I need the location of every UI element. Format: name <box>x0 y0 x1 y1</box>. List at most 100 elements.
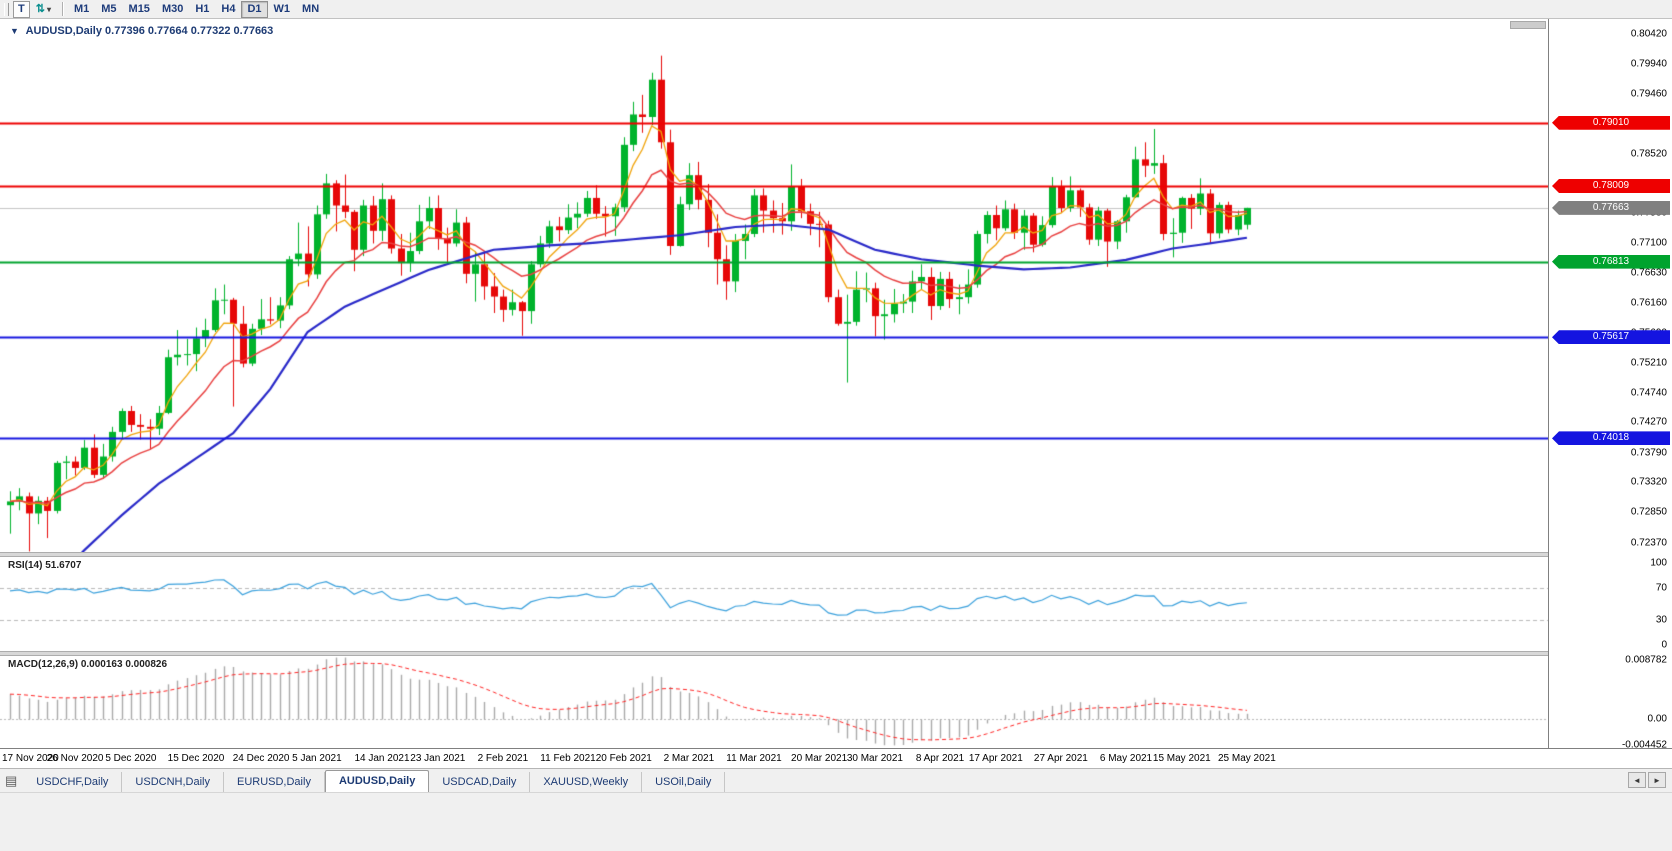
timeframe-h4-button[interactable]: H4 <box>215 1 241 18</box>
price-tick-label: 0.77100 <box>1630 237 1667 249</box>
chart-type-button[interactable]: T <box>13 0 30 18</box>
timeframe-w1-button[interactable]: W1 <box>268 1 297 18</box>
toolbar-separator <box>61 2 63 16</box>
tab-audusd[interactable]: AUDUSD,Daily <box>324 770 430 792</box>
timeframe-mn-button[interactable]: MN <box>296 1 325 18</box>
date-tick-label: 24 Dec 2020 <box>232 753 290 764</box>
date-tick-label: 17 Apr 2021 <box>968 753 1023 764</box>
ohlc-low: 0.77322 <box>190 25 231 37</box>
tab-usdcad[interactable]: USDCAD,Daily <box>429 772 531 792</box>
support-price-tag-2: 0.75617 <box>1552 330 1670 345</box>
symbol-list-icon[interactable]: ▤ <box>5 773 18 788</box>
macd-panel-title: MACD(12,26,9) 0.000163 0.000826 <box>8 659 167 670</box>
price-tick-label: 0.78520 <box>1630 148 1667 160</box>
ohlc-open: 0.77396 <box>105 25 145 37</box>
tab-scroll-right-button[interactable]: ► <box>1648 772 1666 788</box>
ohlc-close: 0.77663 <box>233 25 274 37</box>
macd-label: MACD(12,26,9) <box>8 659 79 670</box>
macd-value-main: 0.000163 <box>80 659 123 670</box>
tab-xauusd[interactable]: XAUUSD,Weekly <box>530 772 643 792</box>
timeframe-m5-button[interactable]: M5 <box>95 1 122 18</box>
timeframe-h1-button[interactable]: H1 <box>189 1 215 18</box>
price-tick-label: 0.72370 <box>1630 537 1667 549</box>
date-tick-label: 2 Feb 2021 <box>477 753 529 764</box>
date-tick-label: 14 Jan 2021 <box>354 753 410 764</box>
date-tick-label: 25 May 2021 <box>1217 753 1276 764</box>
arrows-icon: ⇅ <box>35 2 45 15</box>
price-tick-label: 0.74740 <box>1630 387 1667 399</box>
current-price-tag: 0.77663 <box>1552 200 1670 215</box>
support-price-tag-3: 0.74018 <box>1552 431 1670 446</box>
rsi-scale-label: 30 <box>1655 614 1667 626</box>
rsi-panel-title: RSI(14) 51.6707 <box>8 560 81 571</box>
rsi-scale-label: 100 <box>1650 557 1667 569</box>
price-tick-label: 0.76160 <box>1630 297 1667 309</box>
tab-usdchf[interactable]: USDCHF,Daily <box>23 772 123 792</box>
price-tick-label: 0.80420 <box>1630 28 1667 40</box>
symbol-period-label: AUDUSD,Daily <box>25 25 102 37</box>
timeframe-m1-button[interactable]: M1 <box>68 1 95 18</box>
price-tick-label: 0.76630 <box>1630 267 1667 279</box>
timeframe-d1-button[interactable]: D1 <box>241 0 268 18</box>
status-filler <box>0 792 1672 851</box>
tab-usdcnh[interactable]: USDCNH,Daily <box>122 772 224 792</box>
chart-scroll-thumb[interactable] <box>1510 21 1546 29</box>
tab-scroll-controls: ◄ ► <box>1628 772 1666 788</box>
date-tick-label: 5 Jan 2021 <box>292 753 342 764</box>
date-tick-label: 2 Mar 2021 <box>663 753 715 764</box>
macd-scale-label: 0.00 <box>1647 713 1667 725</box>
tab-list: USDCHF,Daily USDCNH,Daily EURUSD,Daily AUDU… <box>23 770 726 792</box>
rsi-label: RSI(14) <box>8 560 43 571</box>
macd-scale-label: 0.008782 <box>1625 654 1667 666</box>
resistance-price-tag-1: 0.79010 <box>1552 115 1670 130</box>
resistance-price-tag-2: 0.78009 <box>1552 178 1670 193</box>
cursor-tool-button[interactable]: ⇅ ▾ <box>30 1 57 18</box>
date-axis[interactable]: 17 Nov 2020 26 Nov 2020 5 Dec 2020 15 Dec 2… <box>0 748 1672 768</box>
panel-splitter-rsi[interactable] <box>0 552 1672 557</box>
date-tick-label: 15 May 2021 <box>1152 753 1211 764</box>
timeframe-m15-button[interactable]: M15 <box>123 1 156 18</box>
macd-value-signal: 0.000826 <box>125 659 168 670</box>
rsi-value: 51.6707 <box>45 560 82 571</box>
chart-tab-bar: ▤ USDCHF,Daily USDCNH,Daily EURUSD,Daily AU… <box>0 768 1672 792</box>
date-tick-label: 26 Nov 2020 <box>46 753 104 764</box>
price-axis[interactable]: 0.804200.799400.794600.789900.785200.780… <box>1548 19 1672 768</box>
price-tick-label: 0.72850 <box>1630 506 1667 518</box>
toolbar-grip[interactable] <box>4 2 9 16</box>
timeframe-buttons: M1 M5 M15 M30 H1 H4 D1 W1 MN <box>68 0 325 18</box>
date-tick-label: 23 Jan 2021 <box>410 753 466 764</box>
price-tick-label: 0.79460 <box>1630 88 1667 100</box>
support-price-tag-1: 0.76813 <box>1552 254 1670 269</box>
tab-eurusd[interactable]: EURUSD,Daily <box>224 772 325 792</box>
date-tick-label: 8 Apr 2021 <box>915 753 965 764</box>
date-tick-label: 30 Mar 2021 <box>846 753 903 764</box>
chart-title: ▼ AUDUSD,Daily 0.77396 0.77664 0.77322 0… <box>10 25 273 37</box>
date-tick-label: 11 Mar 2021 <box>726 753 782 764</box>
macd-indicator-canvas[interactable] <box>0 656 1548 748</box>
date-tick-label: 20 Feb 2021 <box>595 753 652 764</box>
rsi-indicator-canvas[interactable] <box>0 557 1548 651</box>
ohlc-high: 0.77664 <box>147 25 188 37</box>
date-tick-label: 11 Feb 2021 <box>540 753 596 764</box>
date-tick-label: 27 Apr 2021 <box>1033 753 1088 764</box>
macd-scale-label: -0.004452 <box>1621 739 1667 751</box>
date-tick-label: 15 Dec 2020 <box>167 753 225 764</box>
tab-scroll-left-button[interactable]: ◄ <box>1628 772 1646 788</box>
tab-usoil[interactable]: USOil,Daily <box>642 772 726 792</box>
main-chart-canvas[interactable] <box>0 19 1548 552</box>
price-tick-label: 0.75210 <box>1630 357 1667 369</box>
rsi-scale-label: 0 <box>1661 639 1667 651</box>
date-tick-label: 20 Mar 2021 <box>791 753 848 764</box>
price-tick-label: 0.79940 <box>1630 58 1667 70</box>
dropdown-caret-icon: ▾ <box>46 4 51 14</box>
toolbar: T ⇅ ▾ M1 M5 M15 M30 H1 H4 D1 W1 MN <box>0 0 1672 19</box>
date-tick-label: 5 Dec 2020 <box>105 753 157 764</box>
panel-splitter-macd[interactable] <box>0 651 1672 656</box>
price-tick-label: 0.73320 <box>1630 476 1667 488</box>
price-tick-label: 0.73790 <box>1630 447 1667 459</box>
collapse-icon[interactable]: ▼ <box>10 26 19 36</box>
date-tick-label: 17 Nov 2020 <box>2 753 59 764</box>
price-tick-label: 0.74270 <box>1630 416 1667 428</box>
timeframe-m30-button[interactable]: M30 <box>156 1 189 18</box>
